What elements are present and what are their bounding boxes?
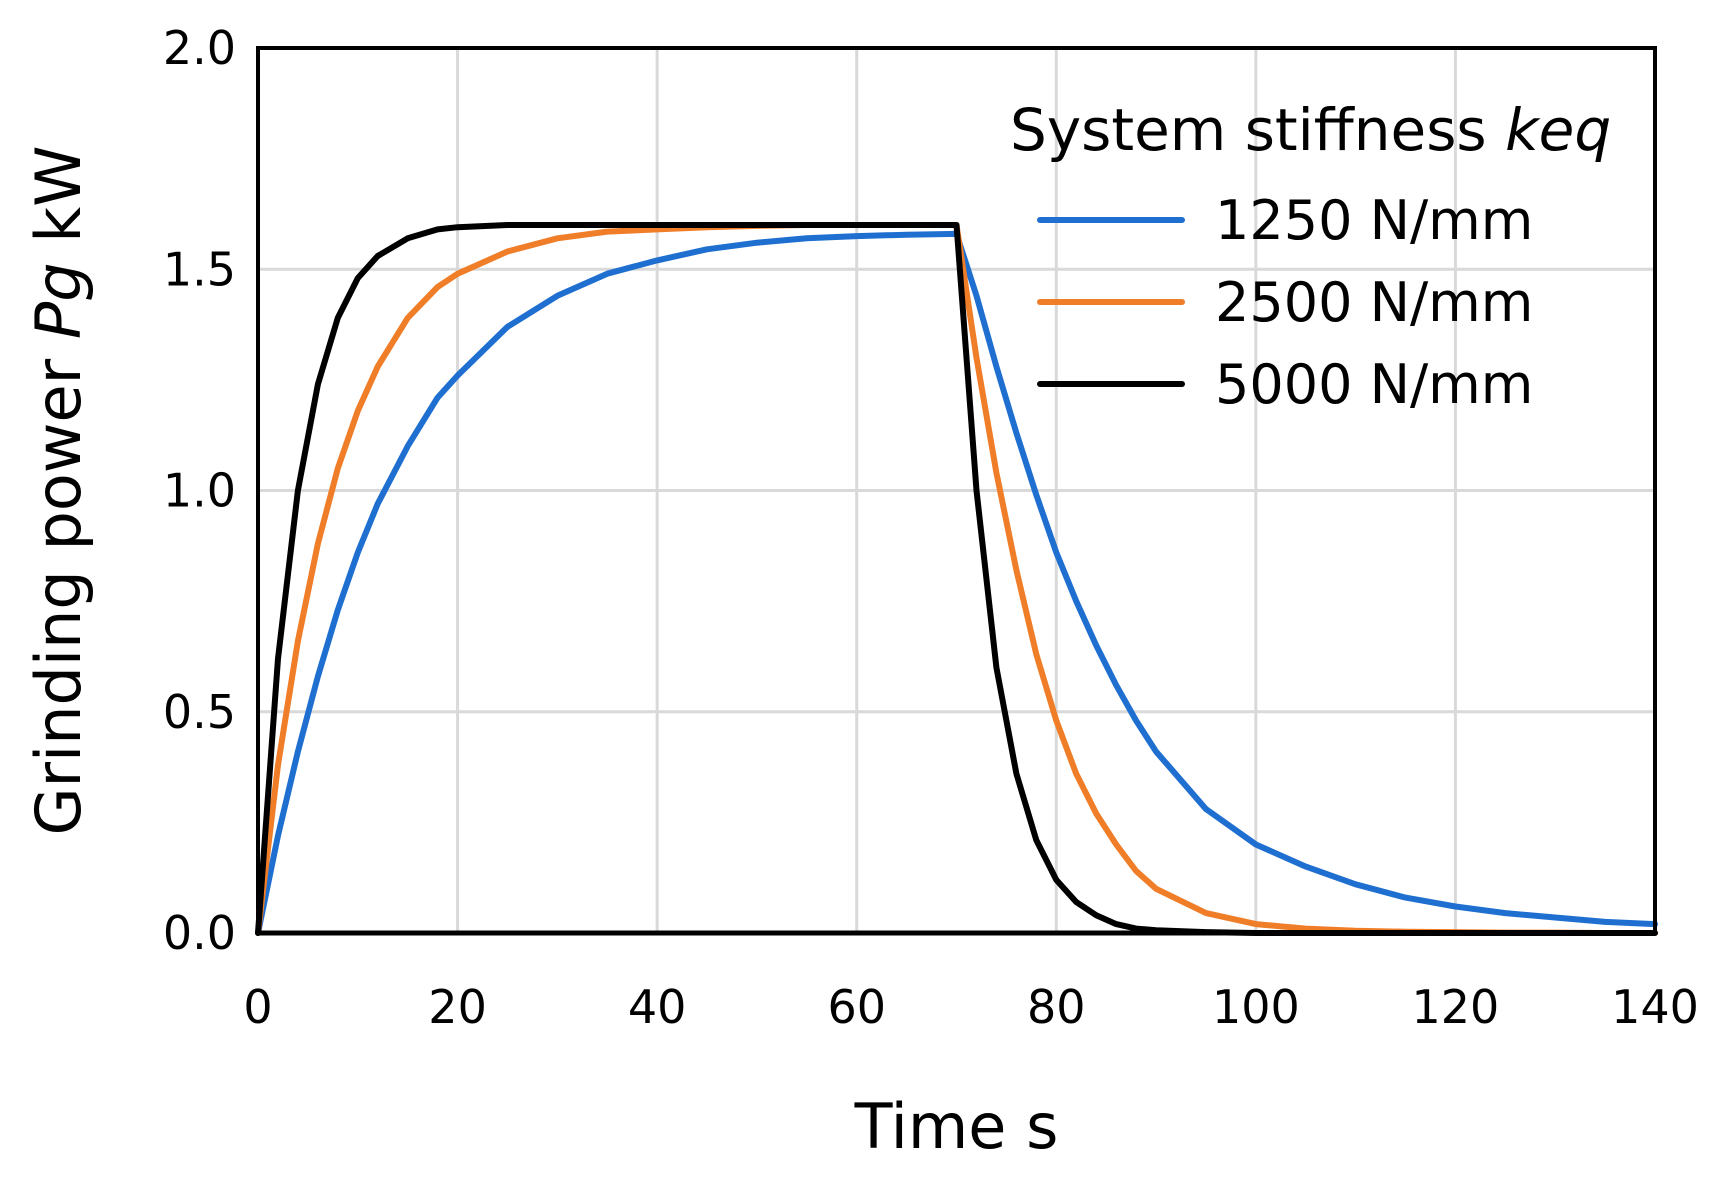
legend-label: 5000 N/mm: [1215, 353, 1533, 416]
y-tick-label: 2.0: [163, 21, 236, 75]
x-tick-label: 40: [628, 980, 687, 1034]
x-tick-labels: 0 20 40 60 80 100 120 140: [243, 980, 1699, 1034]
legend-title: System stiffness keq: [1010, 96, 1611, 164]
y-tick-label: 1.0: [163, 464, 236, 518]
x-axis-title: Time s: [854, 1090, 1059, 1163]
y-axis-title-prefix: Grinding power: [22, 339, 95, 835]
series-line-1250: [255, 230, 1658, 936]
legend-title-prefix: System stiffness: [1010, 96, 1505, 164]
grid: [256, 46, 1657, 935]
x-tick-label: 20: [428, 980, 487, 1034]
legend-title-symbol: keq: [1505, 96, 1611, 164]
y-tick-label: 0.0: [163, 906, 236, 960]
legend-label: 2500 N/mm: [1215, 271, 1533, 334]
y-tick-labels: 0.0 0.5 1.0 1.5 2.0: [163, 21, 236, 960]
x-tick-label: 60: [827, 980, 886, 1034]
y-axis-title-suffix: kW: [22, 145, 95, 262]
y-tick-label: 0.5: [163, 685, 236, 739]
y-tick-label: 1.5: [163, 242, 236, 296]
y-axis-title-symbol: Pg: [22, 262, 95, 339]
y-axis-title: Grinding power Pg kW: [22, 145, 95, 835]
x-tick-label: 0: [243, 980, 272, 1034]
x-tick-label: 100: [1212, 980, 1300, 1034]
legend-label: 1250 N/mm: [1215, 189, 1533, 252]
series-line-2500: [255, 222, 1658, 936]
x-tick-label: 120: [1412, 980, 1500, 1034]
x-tick-label: 140: [1611, 980, 1699, 1034]
legend-items: 1250 N/mm 2500 N/mm 5000 N/mm: [1037, 189, 1533, 416]
x-tick-label: 80: [1027, 980, 1086, 1034]
legend: System stiffness keq 1250 N/mm 2500 N/mm 5…: [1010, 96, 1611, 416]
